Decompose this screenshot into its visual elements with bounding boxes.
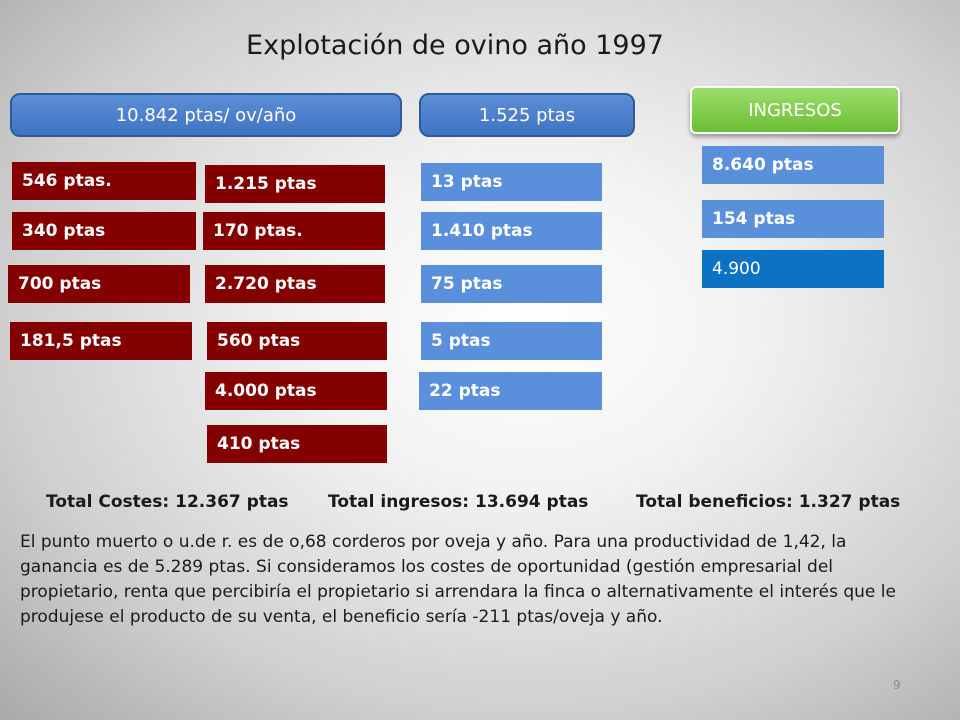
cost-box: 700 ptas [8,265,190,303]
cost-box: 1.215 ptas [205,165,385,203]
mid-header-box: 1.525 ptas [419,93,635,137]
total-costes: Total Costes: 12.367 ptas [46,492,289,512]
income-box: 4.900 [702,250,884,288]
cost-box: 181,5 ptas [10,322,192,360]
ingresos-button[interactable]: INGRESOS [690,86,900,134]
cost-box: 546 ptas. [12,162,196,200]
summary-paragraph: El punto muerto o u.de r. es de o,68 cor… [20,532,896,627]
cost-box-blue: 1.410 ptas [421,212,602,250]
total-ingresos: Total ingresos: 13.694 ptas [328,492,589,512]
income-box: 154 ptas [702,200,884,238]
cost-box-blue: 13 ptas [421,163,602,201]
cost-box: 340 ptas [12,212,196,250]
cost-box: 2.720 ptas [205,265,385,303]
cost-box: 410 ptas [207,425,387,463]
page-number: 9 [893,678,901,692]
income-box: 8.640 ptas [702,146,884,184]
cost-box-blue: 22 ptas [419,372,602,410]
costs-header-box: 10.842 ptas/ ov/año [10,93,402,137]
cost-box-blue: 5 ptas [421,322,602,360]
total-beneficios: Total beneficios: 1.327 ptas [636,492,901,512]
cost-box: 170 ptas. [203,212,385,250]
page-title: Explotación de ovino año 1997 [246,30,664,61]
cost-box-blue: 75 ptas [421,265,602,303]
cost-box: 4.000 ptas [205,372,387,410]
cost-box: 560 ptas [207,322,387,360]
